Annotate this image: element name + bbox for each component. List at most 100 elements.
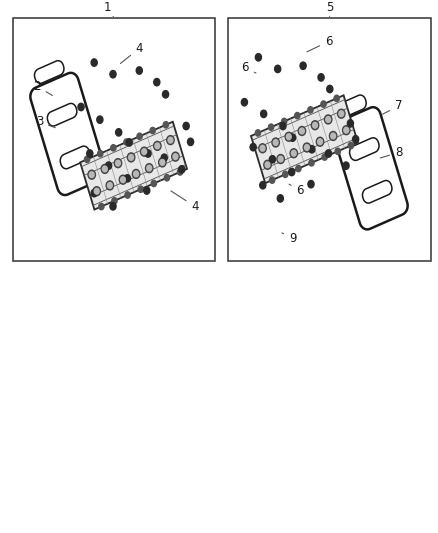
Polygon shape bbox=[332, 107, 408, 229]
Circle shape bbox=[255, 54, 261, 61]
Circle shape bbox=[124, 175, 131, 182]
Circle shape bbox=[309, 160, 314, 166]
Circle shape bbox=[347, 120, 353, 127]
Circle shape bbox=[255, 130, 261, 136]
Polygon shape bbox=[47, 103, 77, 126]
Circle shape bbox=[162, 91, 169, 98]
Circle shape bbox=[110, 70, 116, 78]
Circle shape bbox=[127, 153, 135, 162]
Circle shape bbox=[300, 128, 304, 134]
Circle shape bbox=[272, 138, 279, 147]
Circle shape bbox=[98, 150, 103, 157]
Polygon shape bbox=[30, 73, 106, 195]
Circle shape bbox=[313, 122, 318, 128]
Circle shape bbox=[269, 177, 275, 183]
Circle shape bbox=[277, 195, 283, 202]
Circle shape bbox=[168, 137, 173, 143]
Text: 8: 8 bbox=[380, 146, 402, 159]
Circle shape bbox=[129, 155, 134, 160]
Circle shape bbox=[78, 103, 84, 111]
Circle shape bbox=[269, 156, 276, 163]
Circle shape bbox=[124, 139, 129, 145]
Circle shape bbox=[138, 186, 143, 192]
Circle shape bbox=[177, 169, 183, 175]
Circle shape bbox=[318, 74, 324, 81]
Polygon shape bbox=[80, 122, 187, 209]
Circle shape bbox=[87, 150, 93, 157]
Circle shape bbox=[155, 143, 160, 149]
Circle shape bbox=[259, 144, 266, 153]
Text: 6: 6 bbox=[241, 61, 256, 75]
Circle shape bbox=[329, 132, 337, 141]
Circle shape bbox=[91, 59, 97, 66]
Circle shape bbox=[161, 154, 167, 161]
Circle shape bbox=[285, 132, 293, 141]
Circle shape bbox=[154, 141, 161, 150]
Circle shape bbox=[291, 150, 296, 156]
Circle shape bbox=[145, 150, 151, 157]
Circle shape bbox=[327, 85, 333, 93]
Circle shape bbox=[282, 118, 287, 125]
Polygon shape bbox=[350, 138, 379, 160]
Circle shape bbox=[85, 156, 90, 163]
Text: 5: 5 bbox=[326, 1, 333, 18]
Circle shape bbox=[94, 188, 99, 194]
Circle shape bbox=[172, 152, 179, 161]
Circle shape bbox=[298, 126, 306, 135]
Circle shape bbox=[241, 99, 247, 106]
Circle shape bbox=[91, 189, 97, 197]
Circle shape bbox=[107, 182, 112, 188]
Circle shape bbox=[132, 169, 140, 179]
Circle shape bbox=[260, 146, 265, 151]
Circle shape bbox=[308, 107, 313, 113]
Circle shape bbox=[173, 154, 178, 159]
Circle shape bbox=[304, 144, 309, 150]
Circle shape bbox=[116, 128, 122, 136]
Circle shape bbox=[112, 198, 117, 204]
Circle shape bbox=[106, 181, 113, 190]
Circle shape bbox=[164, 174, 170, 181]
Circle shape bbox=[343, 162, 349, 169]
Circle shape bbox=[111, 144, 116, 151]
Circle shape bbox=[316, 137, 324, 146]
Circle shape bbox=[335, 148, 340, 155]
Circle shape bbox=[136, 67, 142, 74]
Circle shape bbox=[88, 170, 95, 179]
Circle shape bbox=[160, 159, 165, 165]
Circle shape bbox=[137, 133, 142, 140]
Circle shape bbox=[275, 65, 281, 72]
Circle shape bbox=[280, 122, 286, 130]
Text: 6: 6 bbox=[307, 35, 332, 52]
Circle shape bbox=[334, 95, 339, 101]
Circle shape bbox=[290, 134, 296, 141]
Text: 3: 3 bbox=[36, 115, 55, 128]
Circle shape bbox=[154, 78, 160, 86]
Bar bbox=[13, 18, 215, 261]
Circle shape bbox=[151, 180, 156, 187]
Circle shape bbox=[134, 171, 138, 177]
Circle shape bbox=[159, 158, 166, 167]
Circle shape bbox=[116, 160, 120, 166]
Text: 6: 6 bbox=[289, 184, 304, 197]
Circle shape bbox=[106, 162, 112, 169]
Circle shape bbox=[277, 155, 284, 164]
Circle shape bbox=[89, 172, 94, 177]
Circle shape bbox=[309, 146, 315, 153]
Polygon shape bbox=[337, 95, 366, 118]
Text: 7: 7 bbox=[383, 100, 403, 114]
Circle shape bbox=[114, 159, 122, 168]
Circle shape bbox=[322, 154, 327, 160]
Circle shape bbox=[325, 150, 332, 157]
Circle shape bbox=[102, 166, 107, 172]
Circle shape bbox=[278, 156, 283, 162]
Circle shape bbox=[325, 115, 332, 124]
Circle shape bbox=[295, 112, 300, 119]
Circle shape bbox=[183, 122, 189, 130]
Circle shape bbox=[110, 203, 116, 210]
Polygon shape bbox=[35, 61, 64, 83]
Circle shape bbox=[338, 109, 345, 118]
Circle shape bbox=[120, 177, 125, 183]
Circle shape bbox=[99, 204, 104, 209]
Text: 1: 1 bbox=[103, 1, 114, 18]
Circle shape bbox=[101, 165, 109, 173]
